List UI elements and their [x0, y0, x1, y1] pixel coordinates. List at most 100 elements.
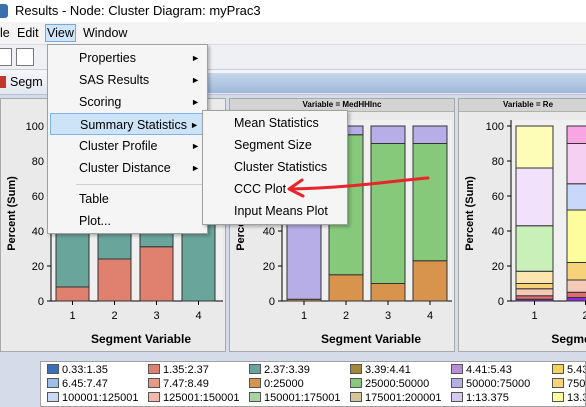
bar-segment[interactable]	[515, 288, 554, 297]
bar-segment[interactable]	[412, 260, 448, 302]
menu-item-segment-size[interactable]: Segment Size	[234, 138, 312, 152]
legend-swatch	[148, 392, 160, 402]
legend-label: 125001:150001	[163, 392, 240, 404]
legend-item: 3.39:4.41	[350, 364, 411, 377]
menu-window[interactable]: Window	[83, 26, 128, 40]
stacked-bar-chart: 0 20 40 60 80 100 Percent (Sum) 1 2 Segme	[464, 120, 586, 346]
menu-item-cluster-statistics[interactable]: Cluster Statistics	[234, 160, 328, 174]
bar-segment[interactable]	[566, 297, 586, 302]
y-tick-label: 0	[38, 296, 44, 308]
legend-item: 100001:125001	[47, 392, 138, 405]
menu-file[interactable]: le	[0, 26, 10, 40]
legend-item: 125001:150001	[148, 392, 239, 405]
menu-item-cluster-distance[interactable]: Cluster Distance ►	[50, 157, 205, 179]
legend-item: 25000:50000	[350, 378, 429, 391]
legend-item: 13.3	[552, 392, 585, 405]
x-axis-label: Segment Variable	[321, 332, 421, 346]
menu-item-summary-statistics[interactable]: Summary Statistics ►	[50, 113, 205, 135]
menu-item-ccc-plot[interactable]: CCC Plot	[234, 182, 287, 196]
bar-segment[interactable]	[412, 125, 448, 144]
bar-segment[interactable]	[566, 125, 586, 144]
menu-edit[interactable]: Edit	[17, 26, 39, 40]
bar-segment[interactable]	[515, 167, 554, 227]
legend-label: 2.37:3.39	[264, 364, 310, 376]
segment-tab-icon	[0, 76, 6, 88]
y-tick-label: 0	[269, 296, 275, 308]
bar-segment[interactable]	[97, 258, 132, 302]
legend-swatch	[350, 378, 362, 388]
bar-segment[interactable]	[515, 225, 554, 272]
legend-label: 0.33:1.35	[62, 364, 108, 376]
bar-segment[interactable]	[566, 262, 586, 281]
menu-item-mean-statistics[interactable]: Mean Statistics	[234, 116, 319, 130]
x-tick-label: 3	[153, 310, 159, 322]
legend-item: 1.35:2.37	[148, 364, 209, 377]
legend-label: 13.3	[567, 392, 585, 404]
bar-segment[interactable]	[566, 143, 586, 185]
menu-item-table[interactable]: Table	[79, 192, 109, 206]
legend-swatch	[249, 364, 261, 374]
toolbar-save-icon[interactable]	[16, 48, 34, 66]
legend-swatch	[451, 364, 463, 374]
bar-segment[interactable]	[370, 143, 406, 284]
x-tick-label: 1	[531, 310, 537, 322]
legend-swatch	[148, 364, 160, 374]
legend-label: 25000:50000	[365, 378, 430, 390]
menu-item-sas-results[interactable]: SAS Results ►	[50, 69, 205, 91]
menu-item-input-means-plot[interactable]: Input Means Plot	[234, 204, 328, 218]
legend-label: 6.45:7.47	[62, 378, 108, 390]
bar-segment[interactable]	[412, 143, 448, 262]
bar-segment[interactable]	[55, 286, 90, 302]
bar-segment[interactable]	[515, 125, 554, 169]
menu-item-scoring[interactable]: Scoring ►	[50, 91, 205, 113]
legend-swatch	[552, 392, 564, 402]
bar-segment[interactable]	[566, 291, 586, 298]
legend-swatch	[249, 378, 261, 388]
submenu-arrow-icon: ►	[191, 163, 200, 173]
x-axis-label: Segment Variable	[91, 332, 191, 346]
bar-segment[interactable]	[328, 274, 364, 302]
legend-label: 175001:200001	[365, 392, 442, 404]
app-icon	[0, 4, 8, 18]
legend-swatch	[451, 378, 463, 388]
tab-segment[interactable]: Segm	[10, 75, 43, 89]
red-arrow-annotation	[287, 176, 430, 198]
bar-segment[interactable]	[515, 270, 554, 284]
bar-segment[interactable]	[566, 279, 586, 293]
x-tick-label: 2	[111, 310, 117, 322]
bar-segment[interactable]	[370, 283, 406, 302]
y-axis-label: Percent (Sum)	[464, 176, 476, 251]
y-tick-label: 20	[263, 261, 275, 273]
toolbar-page-icon[interactable]	[0, 48, 12, 66]
bar-segment[interactable]	[566, 209, 586, 263]
chart-panel-3: 0 20 40 60 80 100 Percent (Sum) 1 2 Segme Variabl…	[458, 98, 586, 352]
legend-label: 1:13.375	[466, 392, 509, 404]
legend-swatch	[350, 392, 362, 402]
legend-label: 100001:125001	[62, 392, 139, 404]
legend-item: 6.45:7.47	[47, 378, 108, 391]
y-tick-label: 80	[492, 156, 504, 168]
submenu-arrow-icon: ►	[190, 120, 199, 130]
legend-label: 150001:175001	[264, 392, 341, 404]
y-tick-label: 80	[32, 156, 44, 168]
menu-item-properties[interactable]: Properties ►	[50, 47, 205, 69]
bar-segment[interactable]	[370, 125, 406, 144]
legend-swatch	[350, 364, 362, 374]
bar-segment[interactable]	[515, 295, 554, 300]
menu-item-plot[interactable]: Plot...	[79, 214, 111, 228]
view-menu: Properties ► SAS Results ► Scoring ► Summar…	[47, 44, 208, 234]
bar-segment[interactable]	[566, 183, 586, 211]
y-tick-label: 40	[32, 226, 44, 238]
menu-separator	[76, 184, 203, 185]
menu-item-cluster-profile[interactable]: Cluster Profile ►	[50, 135, 205, 157]
x-tick-label: 4	[195, 310, 201, 322]
legend-item: 175001:200001	[350, 392, 441, 405]
x-tick-label: 3	[385, 310, 391, 322]
legend-item: 5.43	[552, 364, 585, 377]
bar-segment[interactable]	[515, 283, 554, 290]
legend-item: 50000:75000	[451, 378, 530, 391]
menu-view[interactable]: View	[45, 24, 76, 42]
summary-statistics-submenu: Mean Statistics Segment Size Cluster Sta…	[202, 110, 348, 225]
bar-segment[interactable]	[139, 246, 174, 302]
y-tick-label: 20	[32, 261, 44, 273]
